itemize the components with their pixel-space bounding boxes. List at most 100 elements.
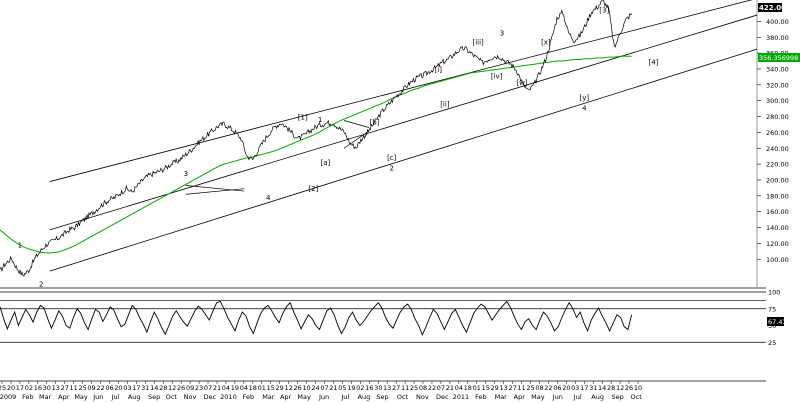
- moving-average-tag-bg: [758, 53, 800, 62]
- x-axis-day-label: 09: [87, 384, 95, 392]
- x-axis-day-label: 17: [16, 384, 24, 392]
- x-axis-day-label: 26: [293, 384, 301, 392]
- price-y-tick-label: 300.00: [766, 97, 789, 105]
- x-axis-day-label: 17: [580, 384, 588, 392]
- wave-label: 2: [39, 280, 43, 288]
- x-axis-day-label: 05: [338, 384, 346, 392]
- x-axis-month-labels: 2009 Feb Mar Apr May Jun Jul Aug Sep Oct Nov Dec 201…: [0, 393, 642, 401]
- price-y-tick-label: 340.00: [766, 65, 789, 73]
- wave-label: [iii]: [472, 38, 484, 46]
- x-axis-day-label: 07: [204, 384, 212, 392]
- x-axis-month-label: Aug: [591, 393, 604, 401]
- x-axis-month-label: Nov: [416, 393, 429, 401]
- x-axis-day-label: 30: [374, 384, 382, 392]
- x-axis-day-label: 10: [302, 384, 310, 392]
- x-axis-month-label: Apr: [58, 393, 70, 401]
- moving-average-label: 356.356998: [759, 54, 798, 62]
- x-axis-day-label: 21: [446, 384, 454, 392]
- x-axis-day-label: 13: [499, 384, 507, 392]
- oscillator-series: [0, 300, 633, 337]
- oscillator-y-tick-label: 100: [768, 289, 780, 297]
- x-axis-day-label: 31: [589, 384, 597, 392]
- x-axis-month-label: Nov: [184, 393, 197, 401]
- price-y-tick-label: 160.00: [766, 208, 789, 216]
- price-y-tick-label: 240.00: [766, 145, 789, 153]
- x-axis-day-label: 22: [428, 384, 436, 392]
- x-axis-day-label: 27: [392, 384, 400, 392]
- x-axis-month-label: Dec: [436, 393, 449, 401]
- x-axis-day-label: 12: [285, 384, 293, 392]
- wave-labels: 1 2 3 4 [1] 1 [a] [2] [b] [c] 2 [i] [ii] [iii] 3 [iv] [w…: [18, 7, 659, 289]
- price-y-tick-label: 120.00: [766, 240, 789, 248]
- x-axis-month-label: Feb: [475, 393, 487, 401]
- wave-label: [b]: [370, 118, 380, 126]
- channel-line-lower: [49, 48, 758, 272]
- x-axis-day-label: 25: [410, 384, 418, 392]
- x-axis-month-label: 2009: [0, 393, 16, 401]
- price-y-tick-label: 100.00: [766, 256, 789, 264]
- x-axis-month-label: Sep: [611, 393, 623, 401]
- x-axis-month-label: Oct: [166, 393, 178, 401]
- price-y-tick-label: 400.00: [766, 18, 789, 26]
- x-axis-day-label: 04: [455, 384, 463, 392]
- triangle-lower-line: [185, 188, 245, 195]
- moving-average-line: [0, 55, 632, 254]
- wave-label: [a]: [320, 159, 330, 167]
- x-axis-day-label: 26: [177, 384, 185, 392]
- x-axis-month-label: Sep: [148, 393, 160, 401]
- wave-label: [1]: [298, 114, 308, 122]
- x-axis-month-label: Feb: [243, 393, 255, 401]
- wave-label: [x]: [541, 38, 551, 46]
- triangle-patterns: [185, 120, 370, 195]
- x-axis-month-label: Oct: [397, 393, 409, 401]
- x-axis-day-label: 20: [562, 384, 570, 392]
- wave-label: [iv]: [491, 73, 503, 81]
- oscillator-panel: 100755025 67.43: [0, 287, 787, 347]
- x-axis-day-label: 16: [365, 384, 373, 392]
- price-y-tick-label: 380.00: [766, 34, 789, 42]
- x-axis-day-label: 15: [267, 384, 275, 392]
- moving-average-tag: 356.356998: [758, 53, 800, 62]
- price-panel: 1 2 3 4 [1] 1 [a] [2] [b] [c] 2 [i] [ii] [iii] 3 [iv] [w…: [0, 0, 800, 288]
- x-axis-day-label: 22: [96, 384, 104, 392]
- x-axis-day-label: 18: [464, 384, 472, 392]
- x-axis-month-label: Sep: [376, 393, 388, 401]
- x-axis-month-label: Jul: [111, 393, 120, 401]
- x-axis-day-label: 24: [311, 384, 319, 392]
- x-axis-day-label: 04: [222, 384, 230, 392]
- wave-label: 3: [184, 170, 188, 178]
- wave-label: [3]: [599, 7, 609, 15]
- last-price-label: 422.00: [759, 4, 786, 12]
- x-axis-day-label: 21: [329, 384, 337, 392]
- x-axis-month-label: Aug: [128, 393, 141, 401]
- x-axis-day-label: 03: [123, 384, 131, 392]
- wave-label: [ii]: [440, 100, 450, 108]
- x-axis-day-label: 11: [70, 384, 78, 392]
- x-axis-day-label: 31: [141, 384, 149, 392]
- x-axis-day-label: 17: [132, 384, 140, 392]
- x-axis-day-label: 20: [114, 384, 122, 392]
- triangle-lower-line: [343, 130, 370, 149]
- wave-label: [c]: [387, 154, 397, 162]
- x-axis-day-label: 10: [634, 384, 642, 392]
- x-axis-day-label: 03: [571, 384, 579, 392]
- x-axis-day-label: 14: [598, 384, 606, 392]
- x-axis-day-label: 04: [240, 384, 248, 392]
- x-axis-day-label: 21: [213, 384, 221, 392]
- x-axis-day-label: 16: [34, 384, 42, 392]
- wave-label: [4]: [648, 58, 658, 66]
- x-axis-day-label: 06: [105, 384, 113, 392]
- x-axis-day-label: 08: [419, 384, 427, 392]
- x-axis-day-label: 13: [383, 384, 391, 392]
- oscillator-value-label: 67.43: [768, 318, 787, 326]
- x-axis-month-label: Jun: [318, 393, 329, 401]
- x-axis-day-label: 28: [607, 384, 615, 392]
- x-axis-day-label: 02: [356, 384, 364, 392]
- x-axis: 2520170216301327112509220620031731142812…: [0, 380, 766, 401]
- x-axis-month-label: Oct: [631, 393, 643, 401]
- x-axis-month-label: Jul: [573, 393, 582, 401]
- x-axis-day-label: 12: [616, 384, 624, 392]
- x-axis-month-label: Mar: [495, 393, 508, 401]
